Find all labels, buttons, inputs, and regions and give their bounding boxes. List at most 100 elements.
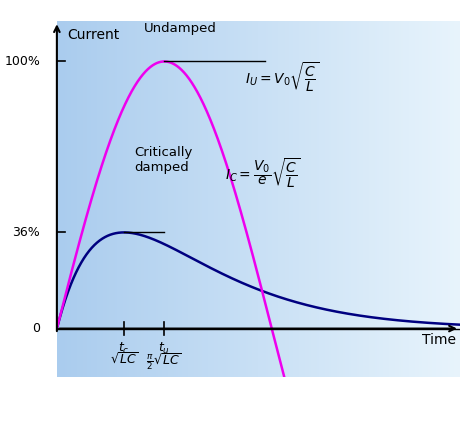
Bar — [222, 21, 224, 377]
Bar — [232, 21, 234, 377]
Bar — [410, 21, 411, 377]
Bar — [198, 21, 200, 377]
Bar — [117, 21, 119, 377]
Bar — [311, 21, 313, 377]
Bar — [359, 21, 361, 377]
Bar — [240, 21, 242, 377]
Bar — [131, 21, 134, 377]
Bar — [321, 21, 323, 377]
Bar — [85, 21, 87, 377]
Bar — [91, 21, 93, 377]
Bar — [137, 21, 139, 377]
Bar — [218, 21, 220, 377]
Bar — [101, 21, 103, 377]
Bar — [144, 21, 146, 377]
Bar — [87, 21, 89, 377]
Bar — [256, 21, 258, 377]
Bar — [286, 21, 289, 377]
Bar — [454, 21, 456, 377]
Bar — [115, 21, 117, 377]
Bar — [423, 21, 426, 377]
Bar — [220, 21, 222, 377]
Text: Time: Time — [422, 333, 456, 347]
Bar — [184, 21, 186, 377]
Bar — [341, 21, 343, 377]
Bar — [373, 21, 375, 377]
Bar — [375, 21, 377, 377]
Text: 36%: 36% — [12, 226, 40, 239]
Bar — [444, 21, 446, 377]
Bar — [450, 21, 452, 377]
Bar — [210, 21, 212, 377]
Bar — [172, 21, 173, 377]
Bar — [105, 21, 107, 377]
Bar — [273, 21, 274, 377]
Bar — [250, 21, 252, 377]
Bar — [258, 21, 260, 377]
Bar — [77, 21, 79, 377]
Bar — [75, 21, 77, 377]
Bar — [81, 21, 83, 377]
Text: 100%: 100% — [4, 55, 40, 68]
Bar — [228, 21, 230, 377]
Bar — [339, 21, 341, 377]
Bar — [367, 21, 369, 377]
Bar — [452, 21, 454, 377]
Bar — [238, 21, 240, 377]
Bar — [284, 21, 286, 377]
Bar — [178, 21, 180, 377]
Bar — [133, 21, 136, 377]
Bar — [377, 21, 379, 377]
Bar — [212, 21, 214, 377]
Bar — [289, 21, 291, 377]
Bar — [353, 21, 355, 377]
Bar — [128, 21, 129, 377]
Bar — [323, 21, 325, 377]
Bar — [59, 21, 61, 377]
Bar — [93, 21, 95, 377]
Bar — [274, 21, 276, 377]
Bar — [405, 21, 407, 377]
Bar — [95, 21, 97, 377]
Bar — [387, 21, 389, 377]
Bar — [168, 21, 170, 377]
Bar — [160, 21, 162, 377]
Bar — [89, 21, 91, 377]
Bar — [421, 21, 423, 377]
Bar — [141, 21, 144, 377]
Bar — [438, 21, 439, 377]
Bar — [252, 21, 254, 377]
Bar — [200, 21, 202, 377]
Bar — [125, 21, 128, 377]
Bar — [429, 21, 431, 377]
Bar — [61, 21, 63, 377]
Bar — [343, 21, 345, 377]
Bar — [361, 21, 363, 377]
Bar — [73, 21, 75, 377]
Bar — [244, 21, 246, 377]
Bar — [204, 21, 206, 377]
Bar — [79, 21, 81, 377]
Bar — [379, 21, 381, 377]
Bar — [371, 21, 373, 377]
Bar — [355, 21, 357, 377]
Bar — [180, 21, 182, 377]
Bar — [369, 21, 371, 377]
Bar — [216, 21, 218, 377]
Bar — [383, 21, 385, 377]
Bar — [357, 21, 359, 377]
Bar — [389, 21, 391, 377]
Text: $t_u$: $t_u$ — [158, 341, 170, 356]
Bar — [119, 21, 121, 377]
Bar — [164, 21, 165, 377]
Bar — [69, 21, 71, 377]
Bar — [431, 21, 434, 377]
Bar — [411, 21, 413, 377]
Bar — [434, 21, 436, 377]
Bar — [319, 21, 321, 377]
Bar — [103, 21, 105, 377]
Bar — [428, 21, 429, 377]
Bar — [349, 21, 351, 377]
Bar — [315, 21, 317, 377]
Bar — [415, 21, 418, 377]
